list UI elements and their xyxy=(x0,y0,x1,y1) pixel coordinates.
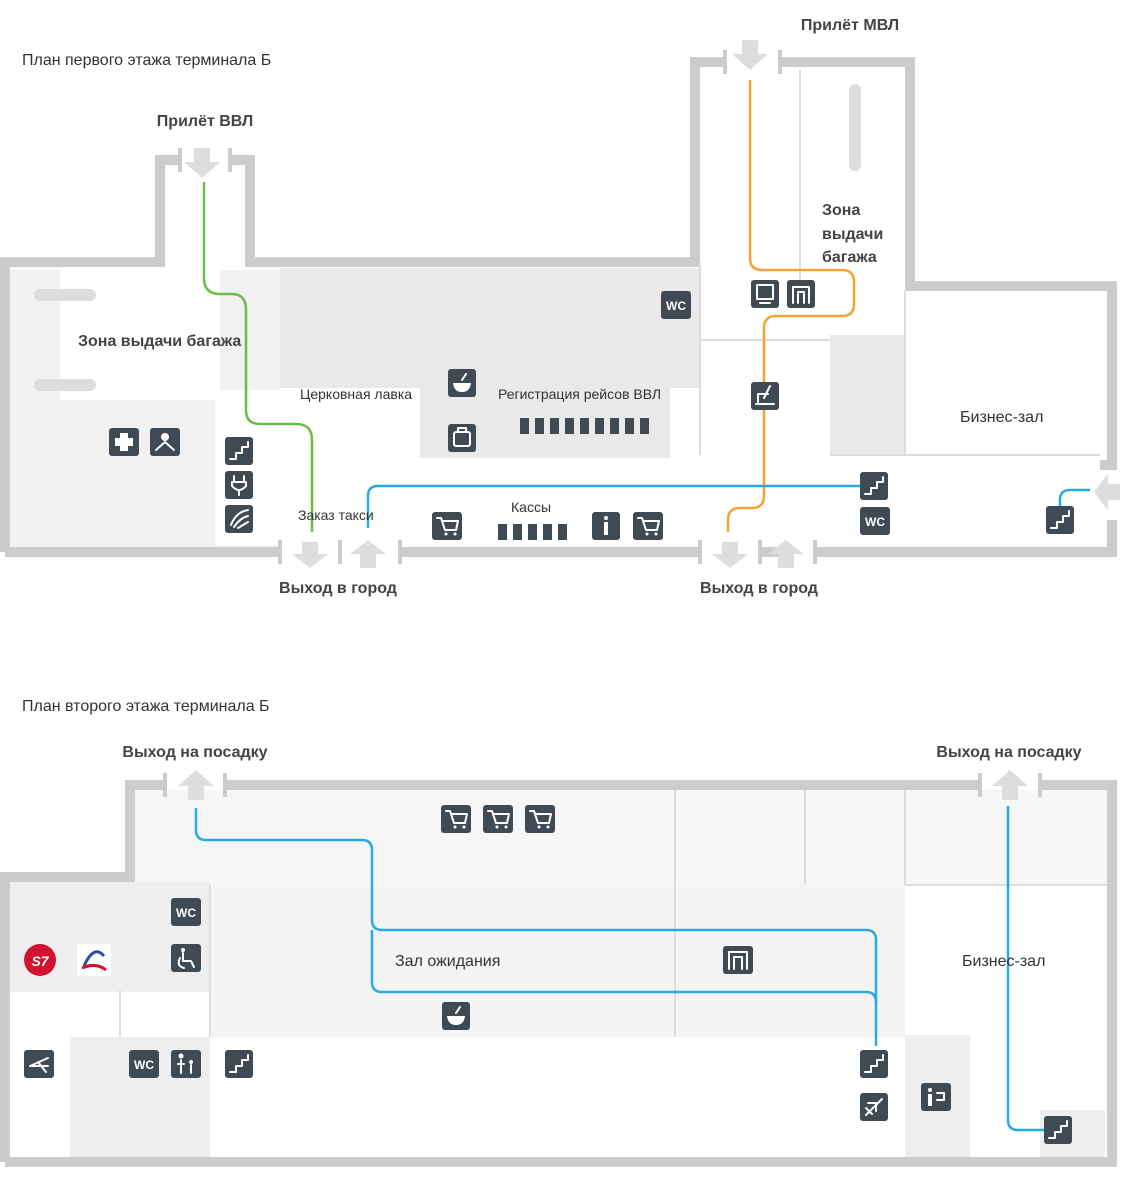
boarding-left-label: Выход на посадку xyxy=(122,744,267,761)
boarding-right-label: Выход на посадку xyxy=(936,744,1081,761)
baggage-claim-right-label: Зона выдачи багажа xyxy=(822,202,888,266)
stairs-icon[interactable] xyxy=(225,437,253,465)
entry-arrow-icon xyxy=(768,540,804,568)
floor2-plan: WC S7 WC xyxy=(0,698,1117,1167)
baggage-wrap-icon[interactable] xyxy=(860,1093,888,1121)
svg-text:WC: WC xyxy=(666,299,686,313)
floor1-title: План первого этажа терминала Б xyxy=(22,52,271,69)
exit-city-left-label: Выход в город xyxy=(279,580,397,597)
route-blue xyxy=(194,808,878,1046)
stairs-icon[interactable] xyxy=(1044,1116,1072,1144)
svg-text:WC: WC xyxy=(134,1058,154,1072)
route-orange xyxy=(726,80,856,532)
taxi-label: Заказ такси xyxy=(298,507,374,523)
route-green xyxy=(202,182,314,532)
exit-arrow-icon xyxy=(712,542,748,568)
arrival-arrow-icon xyxy=(732,40,768,70)
info-icon[interactable] xyxy=(592,512,620,540)
checkin-counters xyxy=(520,418,649,434)
cafe-icon[interactable] xyxy=(442,1002,470,1030)
business-lounge-label: Бизнес-зал xyxy=(962,953,1045,970)
boarding-arrow-icon xyxy=(992,770,1028,800)
svg-text:S7: S7 xyxy=(31,953,49,969)
floor2-title: План второго этажа терминала Б xyxy=(22,698,270,715)
wc-icon[interactable]: WC xyxy=(661,291,691,319)
cart-icon[interactable] xyxy=(633,512,663,540)
power-socket-icon[interactable] xyxy=(225,471,253,499)
payment-icon[interactable] xyxy=(225,505,253,533)
disabled-access-icon[interactable] xyxy=(171,944,201,972)
stairs-icon[interactable] xyxy=(225,1050,253,1078)
arrivals-domestic-label: Прилёт ВВЛ xyxy=(157,113,253,130)
mother-child-icon[interactable] xyxy=(171,1050,201,1078)
exit-arrow-icon xyxy=(292,542,328,568)
wc-icon[interactable]: WC xyxy=(171,898,201,926)
atm-icon[interactable] xyxy=(751,280,779,308)
svg-text:WC: WC xyxy=(865,515,885,529)
exit-city-right-label: Выход в город xyxy=(700,580,818,597)
baggage-wrap-icon[interactable] xyxy=(751,382,779,410)
info-icon[interactable] xyxy=(921,1083,951,1111)
boarding-pass-icon[interactable] xyxy=(24,1050,54,1078)
cart-icon[interactable] xyxy=(432,512,462,540)
boarding-arrow-icon xyxy=(178,770,214,800)
church-shop-label: Церковная лавка xyxy=(300,386,412,402)
waiting-hall-label: Зал ожидания xyxy=(395,953,500,970)
ticket-office-label: Кассы xyxy=(511,499,551,515)
first-aid-icon[interactable] xyxy=(109,428,139,456)
cart-icon[interactable] xyxy=(525,805,555,833)
elevator-icon[interactable] xyxy=(787,280,815,308)
luggage-icon[interactable] xyxy=(448,424,476,452)
route-blue xyxy=(1058,488,1090,508)
cafe-icon[interactable] xyxy=(448,369,476,397)
cart-icon[interactable] xyxy=(441,805,471,833)
stairs-icon[interactable] xyxy=(860,472,888,500)
baggage-claim-left-label: Зона выдачи багажа xyxy=(78,333,241,350)
arrival-arrow-icon xyxy=(184,148,220,178)
entry-arrow-icon xyxy=(1094,474,1120,510)
airline-logo-icon xyxy=(77,944,111,976)
ticket-counters xyxy=(498,524,567,540)
arrivals-international-label: Прилёт МВЛ xyxy=(801,17,899,34)
checkin-label: Регистрация рейсов ВВЛ xyxy=(498,386,661,402)
airline-logo-icon: S7 xyxy=(24,944,56,976)
route-blue xyxy=(1006,806,1044,1132)
elevator-icon[interactable] xyxy=(723,946,753,974)
route-blue xyxy=(370,930,878,1003)
route-blue xyxy=(366,484,860,528)
stairs-icon[interactable] xyxy=(1046,506,1074,534)
entry-arrow-icon xyxy=(350,540,386,568)
stairs-icon[interactable] xyxy=(860,1050,888,1078)
wc-icon[interactable]: WC xyxy=(129,1050,159,1078)
floor1-plan: WC WC xyxy=(0,17,1120,597)
lost-found-icon[interactable] xyxy=(150,428,180,456)
business-lounge-label: Бизнес-зал xyxy=(960,409,1043,426)
cart-icon[interactable] xyxy=(483,805,513,833)
wc-icon[interactable]: WC xyxy=(860,507,890,535)
svg-text:WC: WC xyxy=(176,906,196,920)
